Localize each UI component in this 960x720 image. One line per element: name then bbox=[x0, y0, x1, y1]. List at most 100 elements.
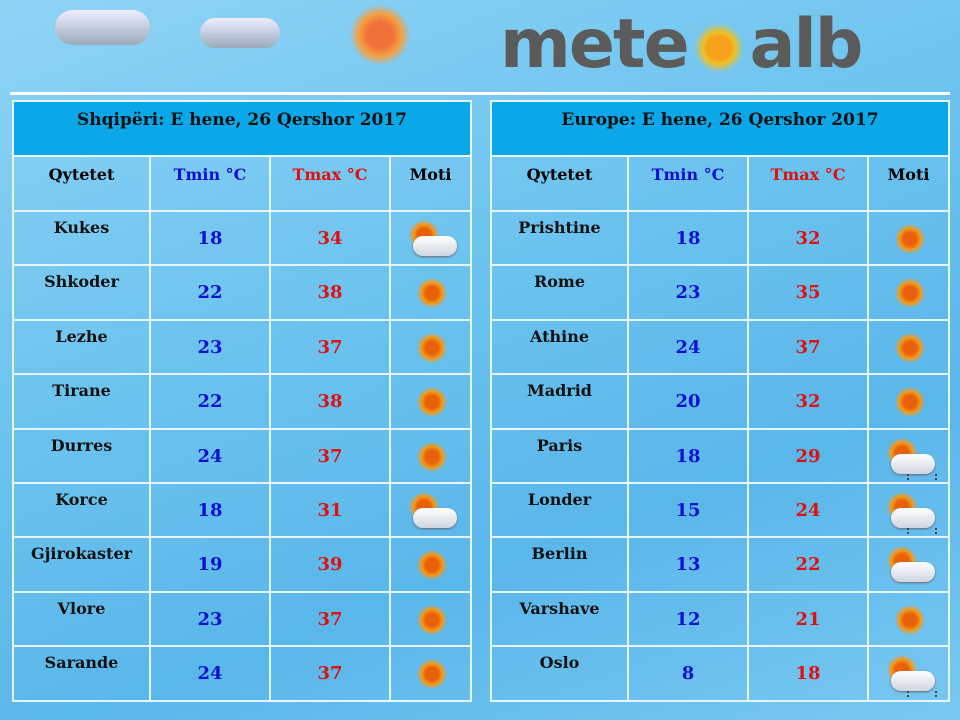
tmin-value: 23 bbox=[149, 318, 271, 376]
tmax-value: 39 bbox=[269, 536, 391, 593]
weather-cell bbox=[388, 373, 473, 430]
partly-cloudy-icon bbox=[408, 491, 457, 530]
partly-cloudy-icon bbox=[408, 220, 457, 258]
column-header-weather: Moti bbox=[388, 155, 473, 212]
tmax-value: 37 bbox=[269, 427, 391, 484]
table-row: Sarande 24 37 bbox=[12, 645, 473, 702]
weather-cell bbox=[388, 590, 473, 648]
weather-cell bbox=[866, 590, 951, 648]
tmin-value: 24 bbox=[627, 318, 749, 376]
tmin-value: 19 bbox=[149, 536, 271, 593]
column-header-city: Qytetet bbox=[490, 155, 629, 212]
table-row: Varshave 12 21 bbox=[490, 590, 951, 648]
sun-icon bbox=[887, 601, 931, 639]
sun-icon bbox=[887, 220, 931, 258]
table-row: Londer 15 24 bbox=[490, 481, 951, 539]
table-row: Lezhe 23 37 bbox=[12, 318, 473, 376]
cloud-sun-decoration-icon bbox=[200, 18, 280, 48]
weather-cell bbox=[388, 318, 473, 376]
weather-cell bbox=[866, 536, 951, 593]
tmax-value: 37 bbox=[269, 645, 391, 702]
city-name: Gjirokaster bbox=[12, 536, 151, 593]
sun-icon bbox=[409, 438, 453, 476]
city-name: Rome bbox=[490, 264, 629, 321]
sun-icon bbox=[409, 383, 453, 421]
weather-cell bbox=[866, 481, 951, 539]
table-row: Berlin 13 22 bbox=[490, 536, 951, 593]
tmax-value: 38 bbox=[269, 373, 391, 430]
tmax-value: 22 bbox=[747, 536, 869, 593]
meteoalb-logo: mete alb bbox=[500, 10, 863, 80]
tmin-value: 15 bbox=[627, 481, 749, 539]
tmin-value: 18 bbox=[149, 209, 271, 267]
albania-forecast-table: Shqipëri: E hene, 26 Qershor 2017 Qytetet… bbox=[11, 100, 473, 702]
tmax-value: 21 bbox=[747, 590, 869, 648]
weather-cell bbox=[388, 536, 473, 593]
table-row: Durres 24 37 bbox=[12, 427, 473, 484]
tmin-value: 22 bbox=[149, 264, 271, 321]
table-row: Madrid 20 32 bbox=[490, 373, 951, 430]
tmin-value: 13 bbox=[627, 536, 749, 593]
logo-text-left: mete bbox=[500, 5, 690, 84]
tmin-value: 18 bbox=[627, 427, 749, 484]
tmin-value: 18 bbox=[627, 209, 749, 267]
sun-icon bbox=[887, 329, 931, 367]
table-row: Kukes 18 34 bbox=[12, 209, 473, 267]
tmax-value: 31 bbox=[269, 481, 391, 539]
tmin-value: 20 bbox=[627, 373, 749, 430]
table-row: Shkoder 22 38 bbox=[12, 264, 473, 321]
weather-cell bbox=[866, 264, 951, 321]
partly-cloudy-rain-icon bbox=[886, 491, 937, 534]
city-name: Korce bbox=[12, 481, 151, 539]
city-name: Durres bbox=[12, 427, 151, 484]
sun-icon bbox=[409, 329, 453, 367]
tmax-value: 37 bbox=[269, 590, 391, 648]
tmin-value: 24 bbox=[149, 427, 271, 484]
weather-cell bbox=[388, 645, 473, 702]
tmax-value: 34 bbox=[269, 209, 391, 267]
table-row: Athine 24 37 bbox=[490, 318, 951, 376]
tmax-value: 35 bbox=[747, 264, 869, 321]
city-name: Paris bbox=[490, 427, 629, 484]
weather-cell bbox=[388, 264, 473, 321]
table-title: Europe: E hene, 26 Qershor 2017 bbox=[489, 100, 951, 157]
sun-icon bbox=[409, 601, 453, 639]
tmin-value: 12 bbox=[627, 590, 749, 648]
column-header-tmin: Tmin °C bbox=[627, 155, 749, 212]
table-row: Paris 18 29 bbox=[490, 427, 951, 484]
tmax-value: 38 bbox=[269, 264, 391, 321]
tmin-value: 18 bbox=[149, 481, 271, 539]
column-header-tmin: Tmin °C bbox=[149, 155, 271, 212]
weather-cell bbox=[866, 645, 951, 702]
partly-cloudy-icon bbox=[886, 546, 935, 584]
weather-cell bbox=[388, 209, 473, 267]
weather-cell bbox=[866, 318, 951, 376]
column-header-tmax: Tmax °C bbox=[269, 155, 391, 212]
sun-icon bbox=[409, 274, 453, 312]
tmin-value: 22 bbox=[149, 373, 271, 430]
sun-decoration-icon bbox=[350, 5, 410, 65]
tmin-value: 23 bbox=[627, 264, 749, 321]
table-row: Korce 18 31 bbox=[12, 481, 473, 539]
sun-logo-icon bbox=[693, 23, 744, 74]
city-name: Londer bbox=[490, 481, 629, 539]
tmax-value: 24 bbox=[747, 481, 869, 539]
city-name: Sarande bbox=[12, 645, 151, 702]
sun-icon bbox=[887, 274, 931, 312]
partly-cloudy-rain-icon bbox=[886, 437, 937, 480]
table-row: Vlore 23 37 bbox=[12, 590, 473, 648]
rain-cloud-decoration-icon bbox=[55, 10, 150, 45]
city-name: Athine bbox=[490, 318, 629, 376]
table-row: Gjirokaster 19 39 bbox=[12, 536, 473, 593]
city-name: Prishtine bbox=[490, 209, 629, 267]
table-row: Tirane 22 38 bbox=[12, 373, 473, 430]
partly-cloudy-rain-icon bbox=[886, 655, 937, 698]
tmax-value: 37 bbox=[747, 318, 869, 376]
logo-text-right: alb bbox=[749, 5, 864, 84]
weather-cell bbox=[388, 481, 473, 539]
city-name: Shkoder bbox=[12, 264, 151, 321]
table-row: Oslo 8 18 bbox=[490, 645, 951, 702]
sun-icon bbox=[409, 655, 453, 693]
city-name: Lezhe bbox=[12, 318, 151, 376]
city-name: Tirane bbox=[12, 373, 151, 430]
